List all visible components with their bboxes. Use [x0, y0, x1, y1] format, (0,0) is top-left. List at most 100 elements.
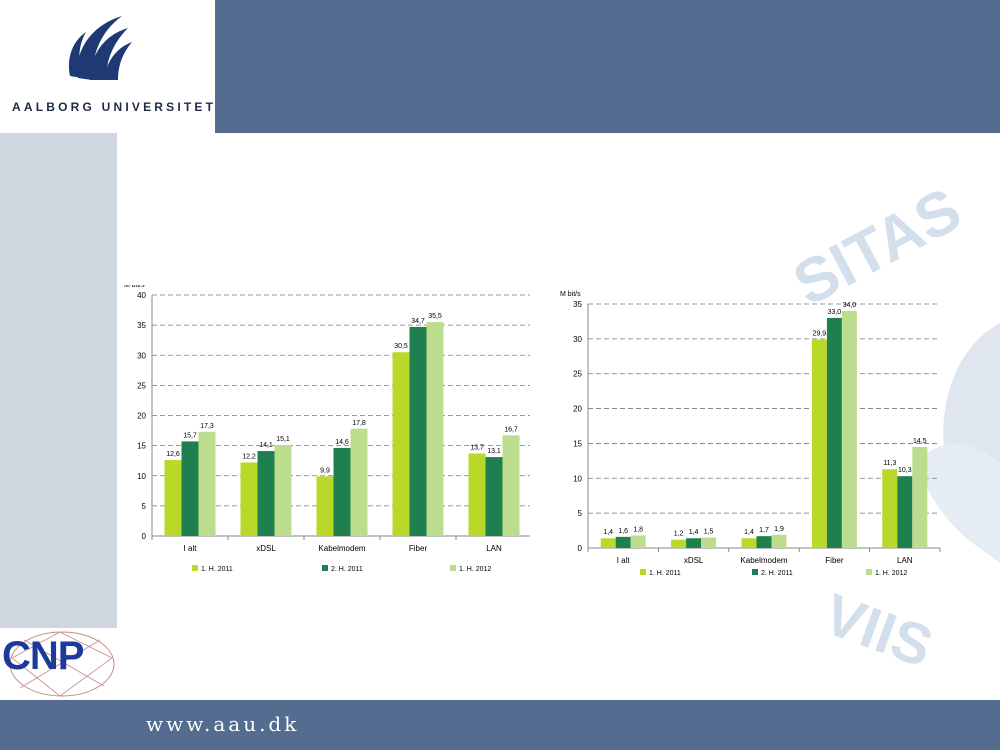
chart1-data-label: 14,5 — [913, 438, 927, 445]
chart0-bar — [198, 431, 216, 536]
chart0-ytick-label: 15 — [137, 442, 146, 451]
chart0-category-label: Kabelmodem — [318, 544, 365, 553]
chart0-bar — [409, 326, 427, 536]
chart0-legend-label: 1. H. 2012 — [459, 566, 491, 573]
chart0-data-label: 12,6 — [166, 451, 180, 458]
chart0-data-label: 13,1 — [487, 448, 501, 455]
chart1-bar — [811, 339, 827, 548]
chart0-legend-label: 2. H. 2011 — [331, 566, 363, 573]
chart1-category-label: I alt — [617, 556, 631, 565]
chart0-data-label: 14,1 — [259, 442, 273, 449]
chart0-data-label: 17,3 — [200, 423, 214, 430]
chart1-data-label: 1,7 — [759, 527, 769, 534]
chart0-ytick-label: 40 — [137, 291, 146, 300]
chart1-bar — [701, 537, 717, 548]
chart0-data-label: 15,1 — [276, 436, 290, 443]
chart1-bar — [882, 469, 898, 548]
chart1-ytick-label: 35 — [573, 300, 582, 309]
chart1-category-label: LAN — [897, 556, 913, 565]
chart0-bar — [485, 457, 503, 536]
chart1-bar — [756, 536, 772, 548]
footer-url-link[interactable]: www.aau.dk — [146, 712, 300, 736]
chart1-data-label: 1,5 — [704, 529, 714, 536]
chart0-bar — [257, 451, 275, 536]
chart1-bar — [897, 476, 913, 548]
chart0-data-label: 30,5 — [394, 343, 408, 350]
chart0-legend-swatch — [450, 565, 456, 571]
chart0-ytick-label: 30 — [137, 351, 146, 360]
chart0-data-label: 34,7 — [411, 318, 425, 325]
chart1-ytick-label: 30 — [573, 335, 582, 344]
left-sidebar-band — [0, 133, 117, 628]
chart0-data-label: 12,2 — [242, 453, 256, 460]
chart1-legend-swatch — [866, 569, 872, 575]
cnp-logo-text: CNP — [2, 634, 84, 678]
chart0-ytick-label: 10 — [137, 472, 146, 481]
chart0-category-label: I alt — [184, 544, 198, 553]
chart1-bar — [630, 535, 646, 548]
chart0-category-label: Fiber — [409, 544, 428, 553]
chart1-data-label: 1,6 — [618, 528, 628, 535]
chart0-category-label: LAN — [486, 544, 502, 553]
chart1-ytick-label: 5 — [578, 509, 583, 518]
chart0-ylabel: M bit/s — [124, 285, 145, 289]
chart0-legend-swatch — [192, 565, 198, 571]
chart1-data-label: 1,8 — [633, 526, 643, 533]
footer-bar — [0, 700, 1000, 750]
chart0-ytick-label: 5 — [142, 502, 147, 511]
chart1-bar — [600, 538, 616, 548]
chart1-data-label: 1,2 — [674, 531, 684, 538]
chart-right: M bit/s 0 5 10 15 20 25 30 35 I alt 1,4 1,6 1,8 xDSL 1… — [560, 291, 941, 577]
chart1-bar — [841, 310, 857, 548]
watermark-graphic: SITAS VIIS — [783, 175, 1000, 680]
chart1-bar — [826, 317, 842, 548]
logo-area: AALBORG UNIVERSITET — [0, 0, 215, 133]
chart0-bar — [240, 462, 258, 536]
chart0-bar — [468, 453, 486, 536]
chart1-data-label: 11,3 — [883, 460, 896, 467]
chart0-category-label: xDSL — [256, 544, 276, 553]
chart0-ytick-label: 25 — [137, 381, 146, 390]
chart0-bar — [274, 445, 292, 536]
chart1-data-label: 33,0 — [828, 309, 842, 316]
chart1-data-label: 1,4 — [603, 529, 613, 536]
chart0-bar — [164, 460, 182, 536]
watermark-panel: SITAS VIIS — [715, 133, 1000, 700]
chart1-bar — [671, 539, 687, 548]
chart1-bar — [771, 534, 787, 548]
chart1-data-label: 34,0 — [843, 302, 857, 309]
chart-left: M bit/s 0 5 10 15 20 25 30 35 40 I alt 12,6 15,717,3… — [124, 285, 530, 573]
chart1-ytick-label: 25 — [573, 370, 582, 379]
chart1-category-label: Fiber — [825, 556, 844, 565]
chart0-data-label: 17,8 — [352, 420, 366, 427]
chart1-bar — [686, 538, 702, 548]
chart0-ytick-label: 20 — [137, 412, 146, 421]
chart1-bar — [615, 536, 631, 548]
chart1-ytick-label: 0 — [578, 544, 583, 553]
chart0-legend-swatch — [322, 565, 328, 571]
chart0-data-label: 14,6 — [335, 439, 349, 446]
chart0-bar — [350, 428, 368, 536]
logo-text: AALBORG UNIVERSITET — [12, 100, 217, 114]
chart0-data-label: 15,7 — [183, 432, 197, 439]
chart1-legend-label: 2. H. 2011 — [761, 570, 793, 577]
chart1-ytick-label: 10 — [573, 474, 582, 483]
aau-emblem-icon — [68, 16, 132, 80]
chart1-bar — [741, 538, 757, 548]
chart0-bar — [181, 441, 199, 536]
chart0-bar — [502, 435, 520, 536]
chart1-data-label: 10,3 — [898, 467, 912, 474]
chart1-ytick-label: 20 — [573, 405, 582, 414]
chart0-data-label: 13,7 — [470, 444, 484, 451]
chart1-bar — [912, 446, 928, 548]
chart1-category-label: xDSL — [684, 556, 704, 565]
chart0-data-label: 9,9 — [320, 467, 330, 474]
chart1-category-label: Kabelmodem — [740, 556, 787, 565]
chart1-ytick-label: 15 — [573, 439, 582, 448]
chart0-bar — [392, 352, 410, 536]
chart0-bar — [316, 476, 334, 536]
cnp-logo-area — [0, 628, 117, 700]
chart1-ylabel: M bit/s — [560, 291, 581, 298]
chart0-ytick-label: 0 — [142, 532, 147, 541]
chart0-legend-label: 1. H. 2011 — [201, 566, 233, 573]
